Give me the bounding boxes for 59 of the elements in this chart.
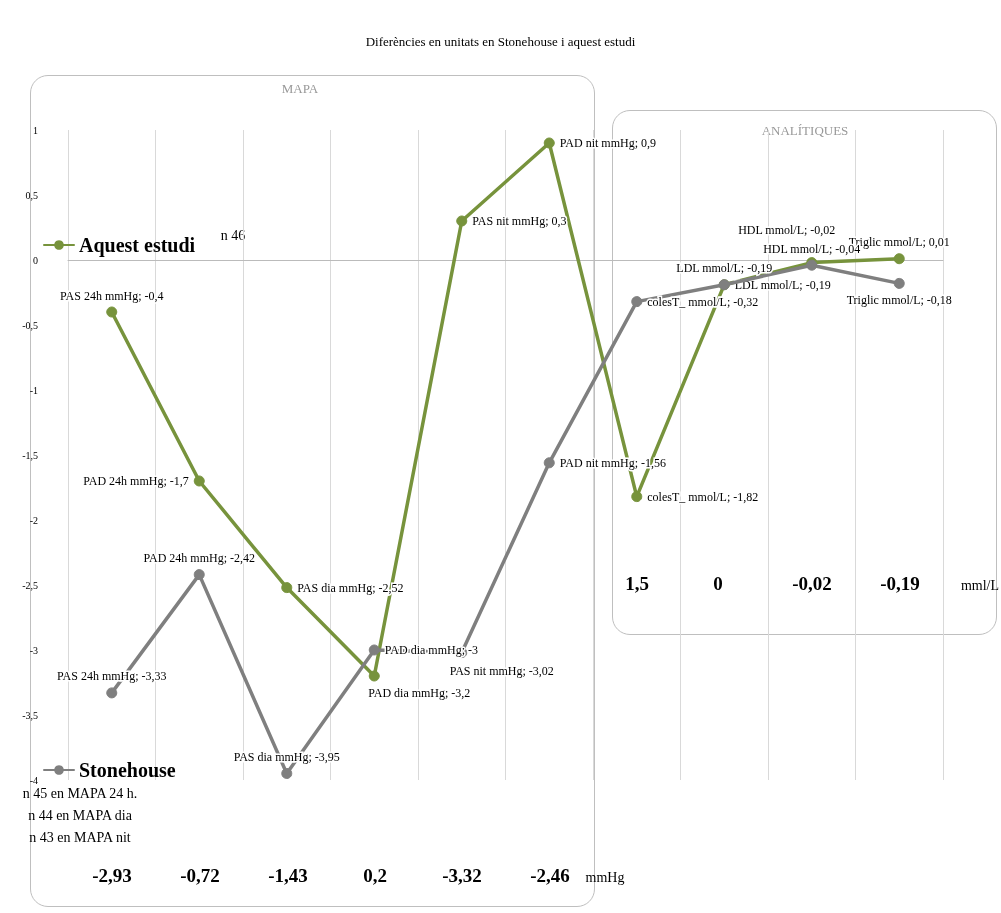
data-label: PAS dia mmHg; -3,95 xyxy=(233,750,340,764)
chart-title: Diferències en unitats en Stonehouse i aquest estudi xyxy=(365,34,636,49)
y-tick-label: -2,5 xyxy=(22,579,38,591)
text: -2,93 xyxy=(92,864,132,886)
point xyxy=(281,582,293,594)
y-tick-label: -1,5 xyxy=(22,449,38,461)
annotation: -0,19 xyxy=(880,572,920,594)
y-tick-label: -0,5 xyxy=(22,319,38,331)
point xyxy=(543,137,555,149)
data-label: HDL mmol/L; -0,02 xyxy=(738,223,836,238)
point xyxy=(631,491,643,503)
text: mml/L xyxy=(960,577,1000,593)
data-label: PAD 24h mmHg; -2,42 xyxy=(143,551,256,566)
legend-label: Aquest estudi xyxy=(79,234,196,257)
point xyxy=(893,253,905,265)
data-label: PAD nit mmHg; 0,9 xyxy=(559,136,656,150)
y-tick-label: -3,5 xyxy=(22,709,38,721)
data-label: PAS 24h mmHg; -0,4 xyxy=(59,288,164,303)
data-label: PAD 24h mmHg; -1,7 xyxy=(83,474,189,488)
point xyxy=(456,215,468,227)
point xyxy=(368,670,380,682)
y-tick-label: -1 xyxy=(29,384,38,396)
point xyxy=(193,475,205,487)
data-label: PAS nit mmHg; 0,3 xyxy=(472,214,567,228)
text: -3,32 xyxy=(442,864,482,886)
text: -2,46 xyxy=(530,864,570,886)
text: mmHg xyxy=(585,869,625,885)
point xyxy=(893,277,905,289)
y-tick-label: -2 xyxy=(29,514,38,526)
data-label: Triglic mmol/L; -0,18 xyxy=(846,292,952,307)
data-label: colesT_ mmol/L; -1,82 xyxy=(647,489,759,504)
data-label: PAD dia mmHg; -3,2 xyxy=(368,685,471,700)
y-tick-label: 0,5 xyxy=(25,189,38,201)
point xyxy=(543,457,555,469)
annotation: 0 xyxy=(713,572,723,594)
point xyxy=(281,768,293,779)
y-tick-label: 1 xyxy=(33,124,38,136)
point xyxy=(631,296,643,308)
point xyxy=(193,569,205,581)
point xyxy=(106,687,118,699)
data-label: PAS nit mmHg; -3,02 xyxy=(449,664,554,679)
y-tick-label: 0 xyxy=(33,254,38,266)
data-label: PAS 24h mmHg; -3,33 xyxy=(56,669,167,684)
annotation: -0,02 xyxy=(792,572,832,594)
text: -0,72 xyxy=(180,864,220,886)
text: MAPA xyxy=(281,80,319,96)
annotation: ANALÍTIQUES xyxy=(761,122,849,138)
text: n 44 en MAPA dia xyxy=(28,807,133,823)
point xyxy=(106,306,118,318)
text: 0,2 xyxy=(363,864,387,886)
point xyxy=(368,644,380,656)
annotation: 1,5 xyxy=(625,572,649,594)
text: n 43 en MAPA nit xyxy=(29,829,131,845)
text: n 45 en MAPA 24 h. xyxy=(22,785,138,801)
data-label: LDL mmol/L; -0,19 xyxy=(676,261,773,276)
y-tick-label: -3 xyxy=(29,644,38,656)
legend-label: Stonehouse xyxy=(79,759,176,781)
text: -1,43 xyxy=(268,864,308,886)
y-tick-label: -4 xyxy=(29,774,38,786)
